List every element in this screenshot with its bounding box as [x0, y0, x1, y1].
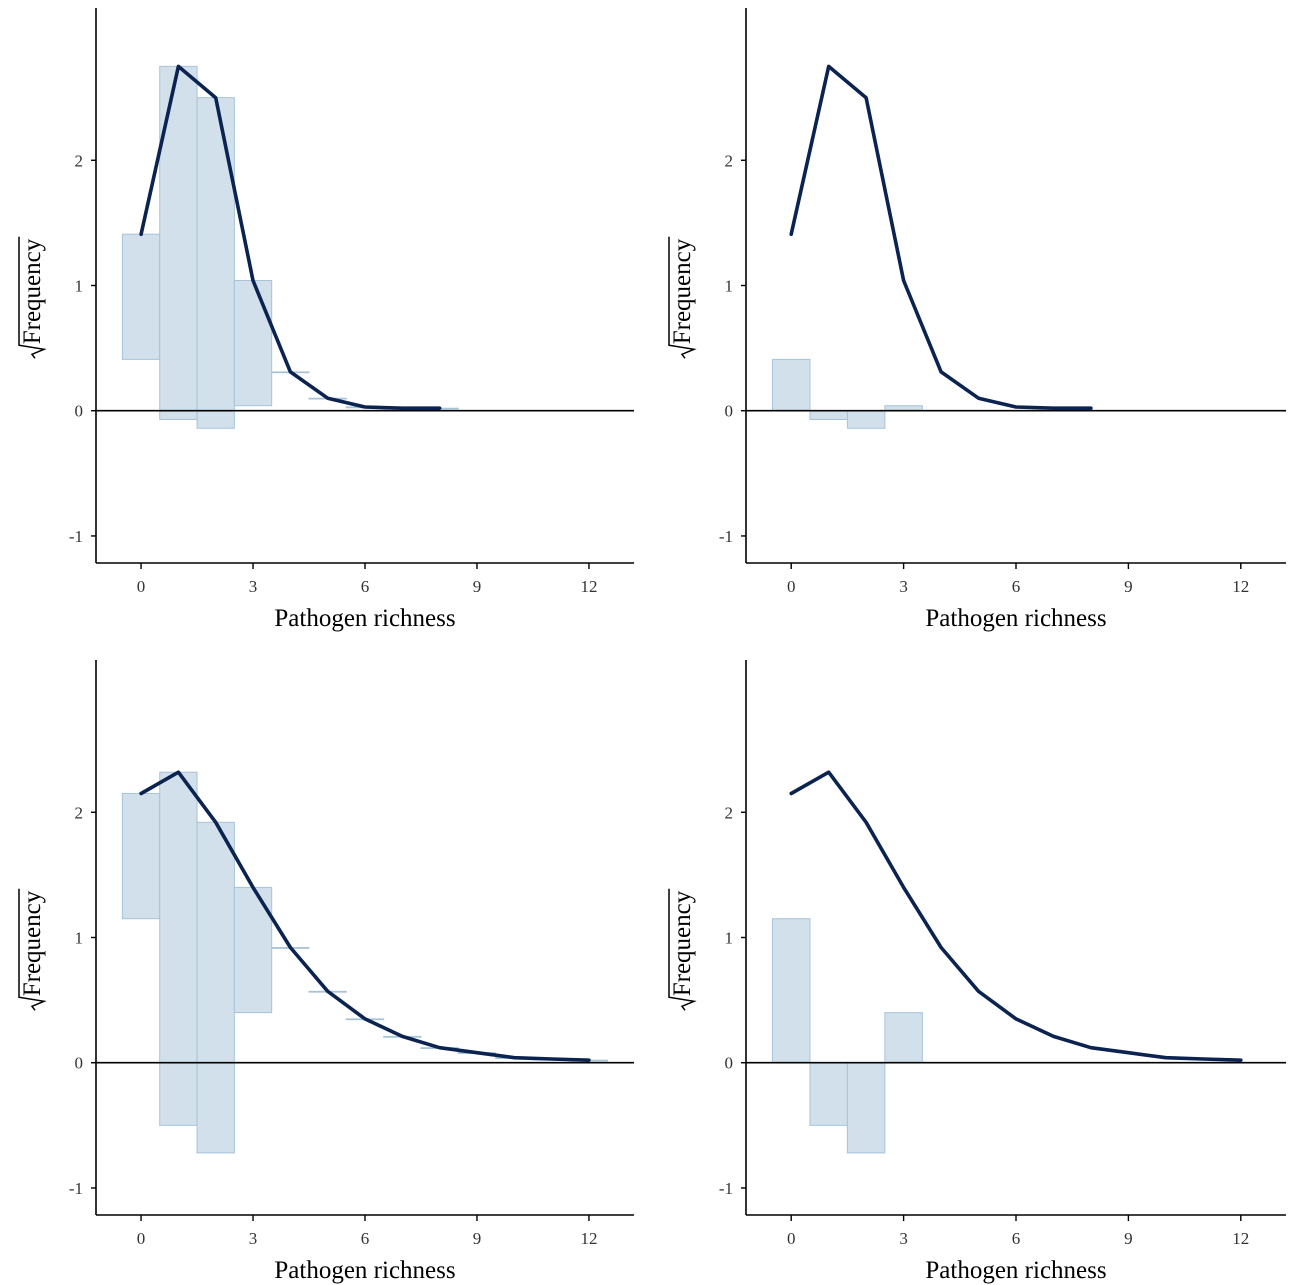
y-tick-label: 2 — [725, 803, 734, 822]
x-axis-title: Pathogen richness — [925, 1257, 1106, 1284]
x-tick-label: 3 — [249, 577, 258, 596]
y-tick-label: 1 — [725, 929, 734, 948]
x-tick-label: 0 — [137, 1229, 146, 1248]
y-tick-label: -1 — [69, 527, 83, 546]
fitted-curve — [139, 770, 591, 1062]
fitted-curve — [789, 770, 1243, 1062]
fitted-curve — [139, 64, 442, 411]
bar-0 — [771, 918, 811, 1064]
x-tick-label: 6 — [361, 1229, 370, 1248]
x-tick-label: 12 — [1232, 577, 1249, 596]
y-axis-title-group: Frequency — [18, 888, 47, 1011]
x-tick-label: 12 — [1232, 1229, 1249, 1248]
bar-1 — [809, 1062, 848, 1126]
y-tick-label: 2 — [725, 151, 734, 170]
x-tick-label: 3 — [249, 1229, 258, 1248]
bars — [121, 771, 609, 1154]
y-tick-label: -1 — [69, 1179, 83, 1198]
sqrt-radical-icon — [668, 888, 697, 1011]
bar-2 — [846, 410, 886, 429]
x-tick-label: 0 — [137, 577, 146, 596]
y-axis-title-group: Frequency — [668, 236, 697, 359]
y-axis-title-group: Frequency — [668, 888, 697, 1011]
sqrt-radical-icon — [668, 236, 697, 359]
bar-2 — [196, 821, 235, 1154]
y-axis-title: Frequency — [19, 890, 46, 996]
x-tick-label: 6 — [1012, 577, 1021, 596]
x-tick-label: 9 — [1124, 1229, 1133, 1248]
x-tick-label: 6 — [1012, 1229, 1021, 1248]
y-axis-title: Frequency — [669, 890, 696, 996]
x-tick-label: 0 — [787, 1229, 796, 1248]
y-axis-title: Frequency — [669, 238, 696, 344]
x-axis-title: Pathogen richness — [274, 1257, 455, 1284]
y-axis-title-group: Frequency — [18, 236, 47, 359]
bar-2 — [196, 97, 235, 429]
bar-0 — [121, 792, 161, 920]
x-axis-title: Pathogen richness — [274, 605, 455, 632]
x-tick-label: 0 — [787, 577, 796, 596]
bar-3 — [884, 1012, 923, 1064]
x-tick-label: 3 — [899, 1229, 908, 1248]
x-tick-label: 9 — [473, 1229, 482, 1248]
bar-1 — [809, 410, 848, 420]
y-tick-label: 0 — [75, 402, 84, 421]
y-tick-label: -1 — [719, 1179, 733, 1198]
bar-3 — [233, 279, 273, 407]
x-axis-title: Pathogen richness — [925, 605, 1106, 632]
bar-0 — [121, 233, 161, 360]
x-tick-label: 9 — [473, 577, 482, 596]
y-axis-title: Frequency — [19, 238, 46, 344]
y-tick-label: 0 — [725, 1054, 734, 1073]
x-tick-label: 3 — [899, 577, 908, 596]
bar-1 — [159, 771, 198, 1126]
y-tick-label: 0 — [725, 402, 734, 421]
x-tick-label: 12 — [580, 1229, 597, 1248]
x-tick-label: 12 — [580, 577, 597, 596]
fitted-curve — [789, 64, 1093, 411]
bars — [771, 918, 923, 1154]
x-tick-label: 9 — [1124, 577, 1133, 596]
y-tick-label: 1 — [75, 929, 84, 948]
bars — [771, 358, 923, 429]
bar-0 — [771, 358, 811, 412]
y-tick-label: 2 — [75, 151, 84, 170]
y-tick-label: -1 — [719, 527, 733, 546]
y-tick-label: 1 — [725, 277, 734, 296]
sqrt-radical-icon — [18, 888, 47, 1011]
y-tick-label: 1 — [75, 277, 84, 296]
y-tick-label: 2 — [75, 803, 84, 822]
bar-2 — [846, 1062, 886, 1154]
y-tick-label: 0 — [75, 1054, 84, 1073]
x-tick-label: 6 — [361, 577, 370, 596]
sqrt-radical-icon — [18, 236, 47, 359]
